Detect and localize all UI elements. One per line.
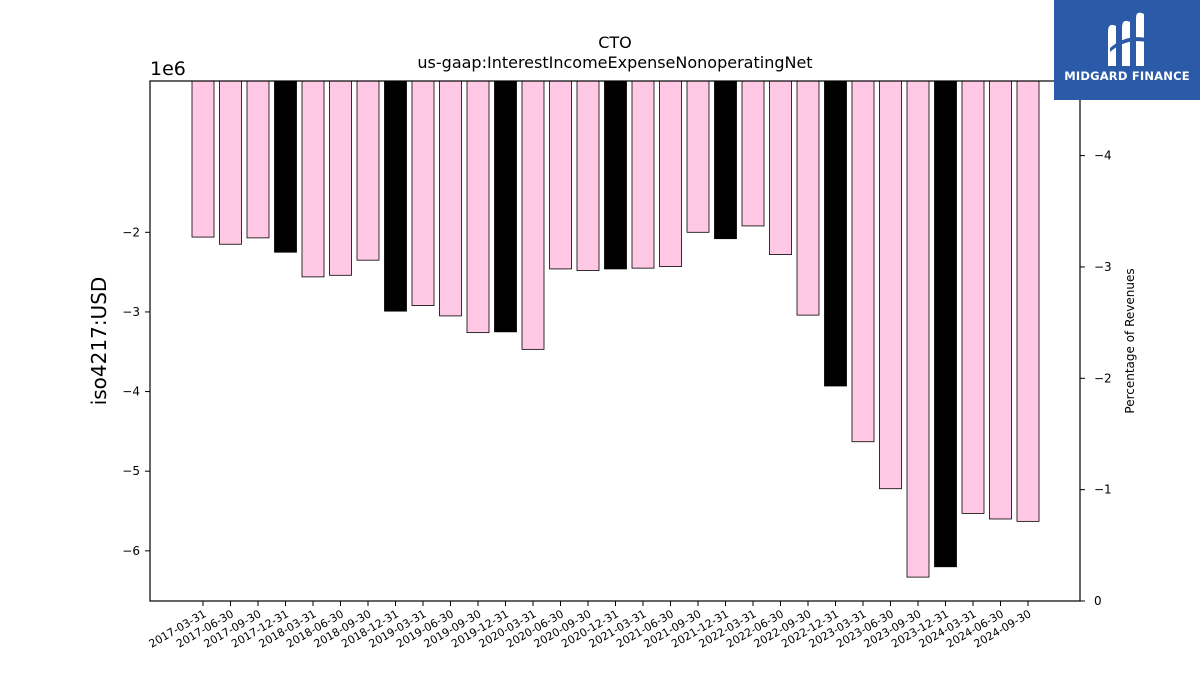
bar-2022-03-31 xyxy=(741,80,765,227)
bar-2020-12-31 xyxy=(604,80,627,270)
y-axis-label: iso4217:USD xyxy=(87,277,111,406)
bar-2019-06-30 xyxy=(439,80,462,317)
bar-2017-06-30 xyxy=(219,80,242,245)
y2-tick-label: 0 xyxy=(1094,594,1102,608)
brand-name: MIDGARD FINANCE xyxy=(1064,69,1190,83)
midgard-logo-icon xyxy=(1108,12,1146,67)
brand-logo: MIDGARD FINANCE xyxy=(1054,0,1200,100)
bar-2019-03-31 xyxy=(411,80,435,306)
bar-2021-06-30 xyxy=(659,80,682,267)
bar-2024-06-30 xyxy=(989,80,1012,520)
bars-group xyxy=(191,80,1040,578)
bar-2018-06-30 xyxy=(329,80,352,276)
bar-2023-12-31 xyxy=(934,80,957,568)
bar-2017-09-30 xyxy=(246,80,270,239)
bar-2018-12-31 xyxy=(384,80,407,312)
chart-title: CTO xyxy=(598,33,632,52)
y2-axis-label: Percentage of Revenues xyxy=(1123,268,1137,413)
chart-subtitle: us-gaap:InterestIncomeExpenseNonoperatin… xyxy=(417,53,812,72)
y-tick-label: −4 xyxy=(122,385,140,399)
bar-2020-09-30 xyxy=(576,80,600,271)
bar-2023-09-30 xyxy=(906,80,930,578)
bar-2021-09-30 xyxy=(686,80,710,233)
bar-2017-12-31 xyxy=(274,80,297,253)
bar-2023-03-31 xyxy=(851,80,875,443)
y2-tick-label: −3 xyxy=(1094,260,1112,274)
bar-2022-06-30 xyxy=(769,80,792,255)
y-tick-label: −3 xyxy=(122,305,140,319)
bar-2021-12-31 xyxy=(714,80,737,240)
bar-2018-09-30 xyxy=(356,80,380,261)
y2-tick-label: −2 xyxy=(1094,371,1112,385)
bar-2020-06-30 xyxy=(549,80,572,270)
bar-2019-12-31 xyxy=(494,80,517,333)
bar-2024-03-31 xyxy=(961,80,985,514)
y-tick-label: −6 xyxy=(122,544,140,558)
y2-tick-label: −1 xyxy=(1094,483,1112,497)
bar-2022-09-30 xyxy=(796,80,820,316)
y-tick-label: −2 xyxy=(122,225,140,239)
bar-2019-09-30 xyxy=(466,80,490,334)
y2-tick-label: −4 xyxy=(1094,149,1112,163)
bar-2018-03-31 xyxy=(301,80,325,278)
bar-2017-03-31 xyxy=(191,80,215,238)
y-tick-label: −5 xyxy=(122,464,140,478)
bar-2022-12-31 xyxy=(824,80,847,387)
bar-2023-06-30 xyxy=(879,80,902,490)
bar-2024-09-30 xyxy=(1016,80,1040,522)
bar-2021-03-31 xyxy=(631,80,655,269)
y-axis-offset-label: 1e6 xyxy=(150,58,186,80)
bar-2020-03-31 xyxy=(521,80,545,350)
